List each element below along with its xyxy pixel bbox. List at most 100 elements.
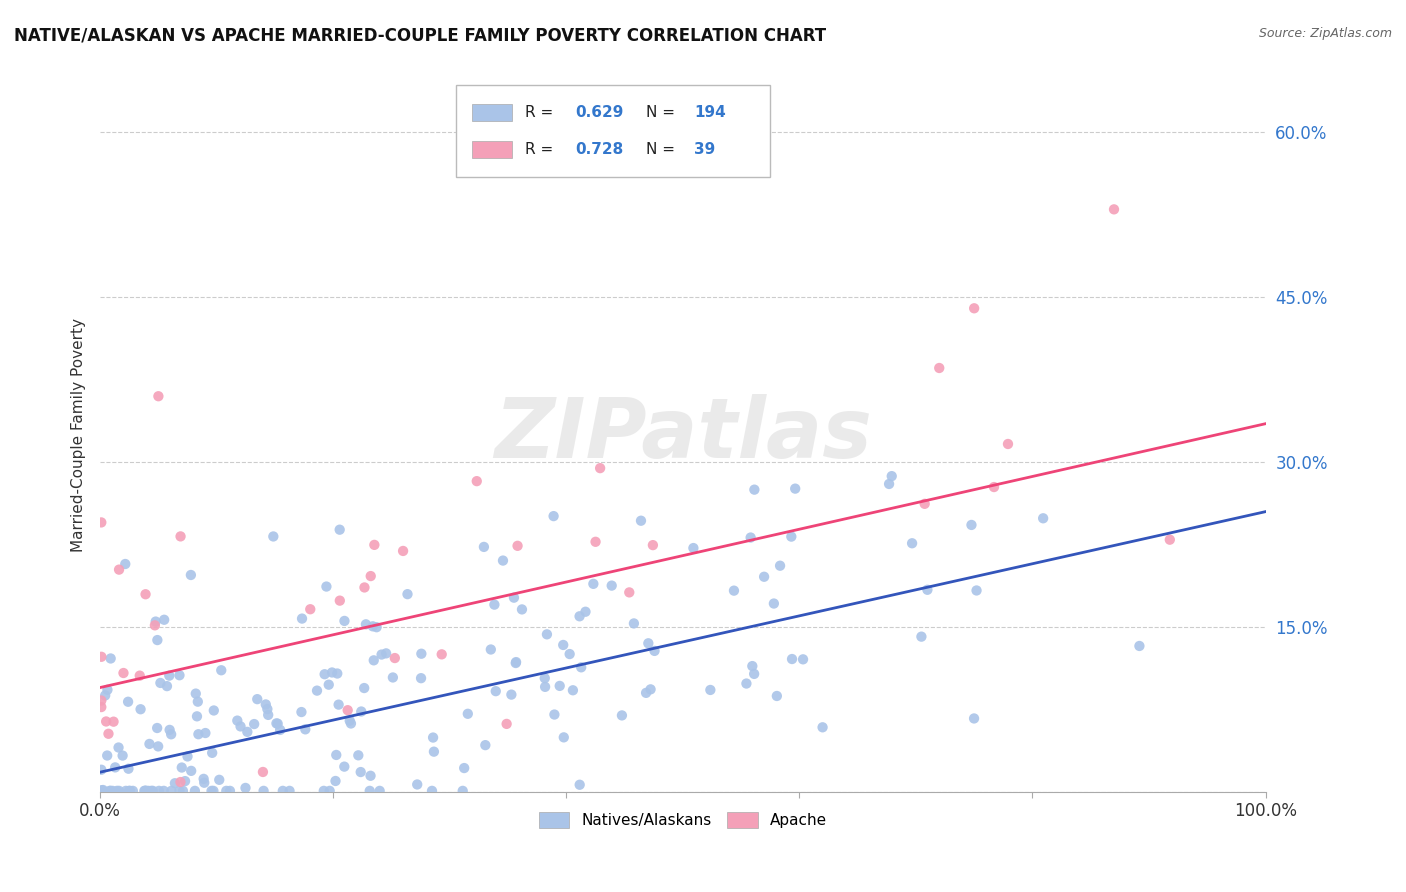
- Point: [90, 649, 112, 664]
- Point: [325, 747, 347, 762]
- Point: [170, 760, 193, 774]
- Point: [318, 678, 340, 692]
- Point: [479, 642, 502, 657]
- Point: [741, 659, 763, 673]
- Point: [384, 651, 406, 665]
- Point: [366, 620, 388, 634]
- Point: [103, 714, 125, 729]
- Point: [744, 483, 766, 497]
- Point: [90, 693, 112, 707]
- Point: [121, 784, 143, 798]
- Point: [252, 764, 274, 779]
- Point: [108, 784, 131, 798]
- Point: [169, 668, 191, 682]
- Point: [149, 676, 172, 690]
- Point: [90, 516, 112, 530]
- Point: [329, 593, 352, 607]
- Point: [485, 684, 508, 698]
- Point: [484, 598, 506, 612]
- Point: [148, 784, 170, 798]
- Point: [104, 760, 127, 774]
- Point: [505, 655, 527, 669]
- FancyBboxPatch shape: [472, 141, 512, 159]
- Point: [370, 648, 392, 662]
- Point: [326, 666, 349, 681]
- Point: [134, 784, 156, 798]
- Point: [148, 389, 170, 403]
- Point: [465, 474, 488, 488]
- Point: [314, 667, 336, 681]
- Point: [291, 611, 314, 625]
- Point: [585, 534, 607, 549]
- Point: [610, 708, 633, 723]
- Point: [157, 668, 180, 682]
- Point: [333, 759, 356, 773]
- Point: [254, 698, 277, 712]
- Point: [129, 702, 152, 716]
- Point: [396, 587, 419, 601]
- Point: [266, 716, 288, 731]
- Point: [176, 749, 198, 764]
- Point: [163, 776, 186, 790]
- Point: [423, 745, 446, 759]
- Point: [141, 784, 163, 798]
- Point: [201, 746, 224, 760]
- Point: [128, 668, 150, 682]
- Point: [329, 523, 352, 537]
- Point: [769, 558, 792, 573]
- Point: [619, 585, 641, 599]
- Point: [574, 605, 596, 619]
- Point: [354, 617, 377, 632]
- Point: [174, 774, 197, 789]
- Point: [392, 544, 415, 558]
- Point: [568, 609, 591, 624]
- Point: [193, 772, 215, 786]
- Point: [96, 748, 118, 763]
- Point: [90, 700, 112, 714]
- Point: [107, 740, 129, 755]
- Point: [135, 784, 157, 798]
- Point: [172, 784, 194, 798]
- Point: [792, 652, 814, 666]
- Point: [266, 716, 288, 731]
- Point: [510, 602, 533, 616]
- Point: [180, 764, 202, 778]
- Point: [495, 717, 517, 731]
- Point: [451, 784, 474, 798]
- Point: [209, 663, 232, 677]
- Point: [347, 748, 370, 763]
- Point: [543, 707, 565, 722]
- Point: [901, 536, 924, 550]
- Point: [375, 646, 398, 660]
- Point: [328, 698, 350, 712]
- Text: 39: 39: [695, 143, 716, 157]
- Point: [420, 784, 443, 798]
- Point: [159, 723, 181, 737]
- Point: [112, 665, 135, 680]
- Point: [1159, 533, 1181, 547]
- Point: [219, 784, 242, 798]
- Text: ZIPatlas: ZIPatlas: [494, 394, 872, 475]
- Point: [811, 720, 834, 734]
- Point: [118, 784, 141, 798]
- Point: [299, 602, 322, 616]
- Text: N =: N =: [645, 143, 679, 157]
- Point: [1128, 639, 1150, 653]
- Point: [963, 301, 986, 316]
- Point: [422, 731, 444, 745]
- Point: [312, 784, 335, 798]
- Point: [193, 776, 215, 790]
- Point: [363, 538, 385, 552]
- Point: [235, 780, 257, 795]
- Point: [169, 784, 191, 798]
- Point: [100, 651, 122, 665]
- Point: [200, 784, 222, 798]
- Point: [257, 707, 280, 722]
- Point: [101, 784, 124, 798]
- Point: [723, 583, 745, 598]
- Point: [589, 461, 612, 475]
- Text: 194: 194: [695, 104, 727, 120]
- Point: [98, 784, 121, 798]
- Point: [138, 737, 160, 751]
- Point: [558, 647, 581, 661]
